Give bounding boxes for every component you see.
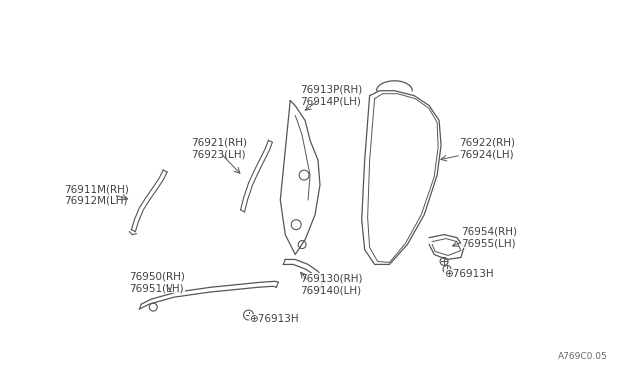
Text: 76954(RH)
76955(LH): 76954(RH) 76955(LH) xyxy=(461,227,517,248)
Text: 76921(RH)
76923(LH): 76921(RH) 76923(LH) xyxy=(191,138,247,159)
Text: A769C0.05: A769C0.05 xyxy=(558,352,608,361)
Text: ⊕76913H: ⊕76913H xyxy=(444,269,493,279)
Text: 76922(RH)
76924(LH): 76922(RH) 76924(LH) xyxy=(459,138,515,159)
Text: ⊕76913H: ⊕76913H xyxy=(248,314,298,324)
Text: 76913P(RH)
76914P(LH): 76913P(RH) 76914P(LH) xyxy=(300,85,362,106)
Text: 769130(RH)
769140(LH): 769130(RH) 769140(LH) xyxy=(300,273,363,295)
Text: 76911M(RH)
76912M(LH): 76911M(RH) 76912M(LH) xyxy=(64,184,129,206)
Text: 76950(RH)
76951(LH): 76950(RH) 76951(LH) xyxy=(129,272,186,293)
